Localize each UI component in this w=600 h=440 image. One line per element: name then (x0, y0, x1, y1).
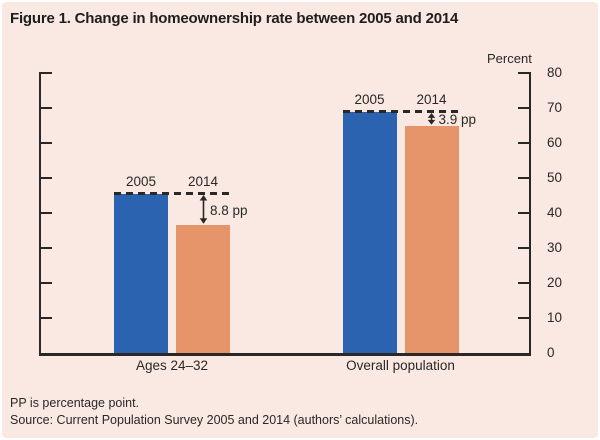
category-label: Ages 24–32 (135, 358, 209, 373)
bar-2014 (176, 224, 230, 353)
year-label-2005: 2005 (125, 173, 157, 189)
bar-2005 (342, 112, 397, 353)
y-tick (39, 106, 52, 110)
y-tick-label: 50 (547, 170, 563, 185)
year-label-2014: 2014 (187, 173, 219, 189)
y-tick-label: 30 (547, 240, 563, 255)
y-tick-label: 70 (547, 100, 563, 115)
y-tick-label: 40 (547, 205, 563, 220)
y-tick-label: 60 (547, 135, 563, 150)
gap-arrow-icon (427, 113, 436, 125)
gap-arrow-icon (199, 195, 207, 224)
category-label: Overall population (346, 358, 455, 373)
x-axis (38, 353, 531, 356)
y-tick (39, 211, 52, 215)
source-text: Source: Current Population Survey 2005 a… (10, 413, 419, 427)
bar-2014 (404, 125, 459, 353)
gap-annotation: 8.8 pp (210, 202, 248, 218)
y-tick-label: 10 (547, 310, 563, 325)
year-label-2005: 2005 (354, 91, 385, 107)
y-tick-label: 20 (547, 275, 563, 290)
y-tick (517, 281, 531, 285)
y-tick (517, 211, 531, 215)
y-axis-unit-label: Percent (487, 51, 532, 66)
bar-2005 (114, 194, 168, 353)
y-tick (39, 71, 52, 75)
y-tick (517, 176, 531, 180)
y-tick (517, 141, 531, 145)
dashed-guideline (342, 110, 459, 113)
y-tick (39, 316, 52, 320)
y-tick (39, 176, 52, 180)
y-tick (517, 246, 531, 250)
y-tick-label: 80 (547, 65, 563, 80)
figure-title: Figure 1. Change in homeownership rate b… (10, 10, 459, 27)
y-tick (39, 141, 52, 145)
gap-annotation: 3.9 pp (438, 112, 477, 128)
y-tick (517, 316, 531, 320)
y-tick (39, 246, 52, 250)
y-tick (517, 71, 531, 75)
y-tick-label: 0 (547, 345, 555, 360)
dashed-guideline (114, 192, 230, 195)
note-text: PP is percentage point. (10, 396, 140, 410)
year-label-2014: 2014 (416, 91, 447, 107)
y-tick (517, 106, 531, 110)
y-tick (39, 281, 52, 285)
